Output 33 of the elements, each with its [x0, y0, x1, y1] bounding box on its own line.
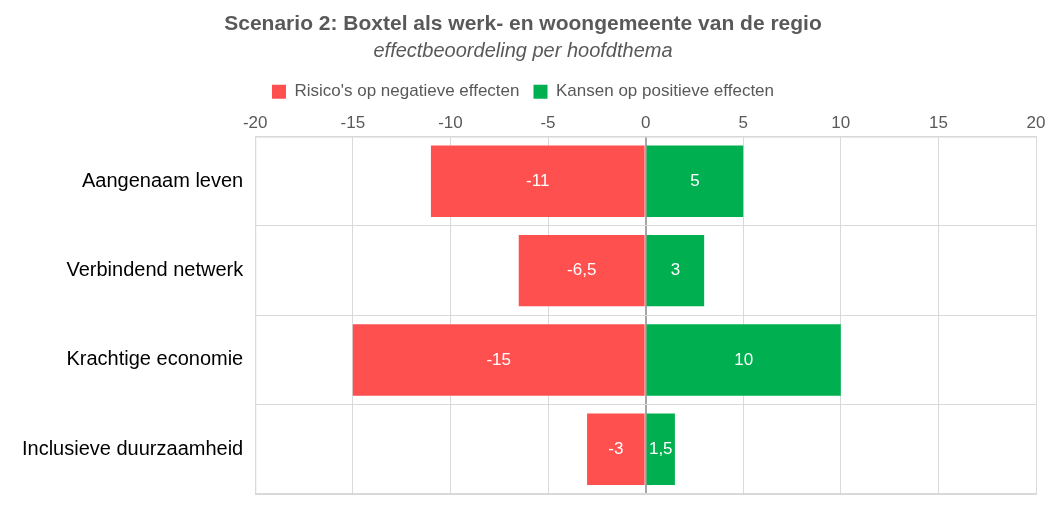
- data-label: -6,5: [567, 260, 597, 280]
- x-tick-label: 5: [738, 113, 748, 133]
- y-tick-label: Aangenaam leven: [82, 168, 244, 191]
- x-tick-label: 20: [1026, 113, 1046, 133]
- data-label: 5: [690, 170, 700, 190]
- chart-subtitle: effectbeoordeling per hoofdthema: [373, 38, 673, 61]
- data-label: 10: [734, 349, 754, 369]
- data-label: -11: [526, 170, 550, 190]
- x-tick-label: 10: [831, 113, 851, 133]
- x-tick-label: 15: [928, 113, 948, 133]
- bar: [646, 324, 841, 396]
- data-label: 1,5: [648, 439, 673, 459]
- bar: [430, 145, 645, 218]
- y-tick-label: Krachtige economie: [66, 347, 244, 370]
- x-tick-label: -20: [242, 113, 268, 133]
- y-tick-label: Verbindend netwerk: [66, 258, 245, 281]
- chart-title: Scenario 2: Boxtel als werk- en woongemeente van de regio: [224, 11, 822, 35]
- data-label: -15: [486, 349, 512, 369]
- bar: [646, 145, 744, 218]
- bar: [646, 413, 675, 486]
- x-tick-label: -15: [340, 113, 366, 133]
- x-tick-label: -5: [540, 113, 556, 133]
- y-tick-label: Inclusieve duurzaamheid: [21, 436, 244, 459]
- legend-label: Kansen op positieve effecten: [556, 81, 775, 101]
- data-label: -3: [608, 439, 624, 459]
- bar: [587, 413, 645, 486]
- legend-label: Risico's op negatieve effecten: [294, 81, 520, 101]
- bar: [518, 234, 645, 307]
- bar: [352, 324, 645, 396]
- x-tick-label: -10: [438, 113, 463, 133]
- data-label: 3: [670, 260, 681, 280]
- bar: [646, 234, 705, 307]
- x-tick-label: 0: [640, 113, 651, 133]
